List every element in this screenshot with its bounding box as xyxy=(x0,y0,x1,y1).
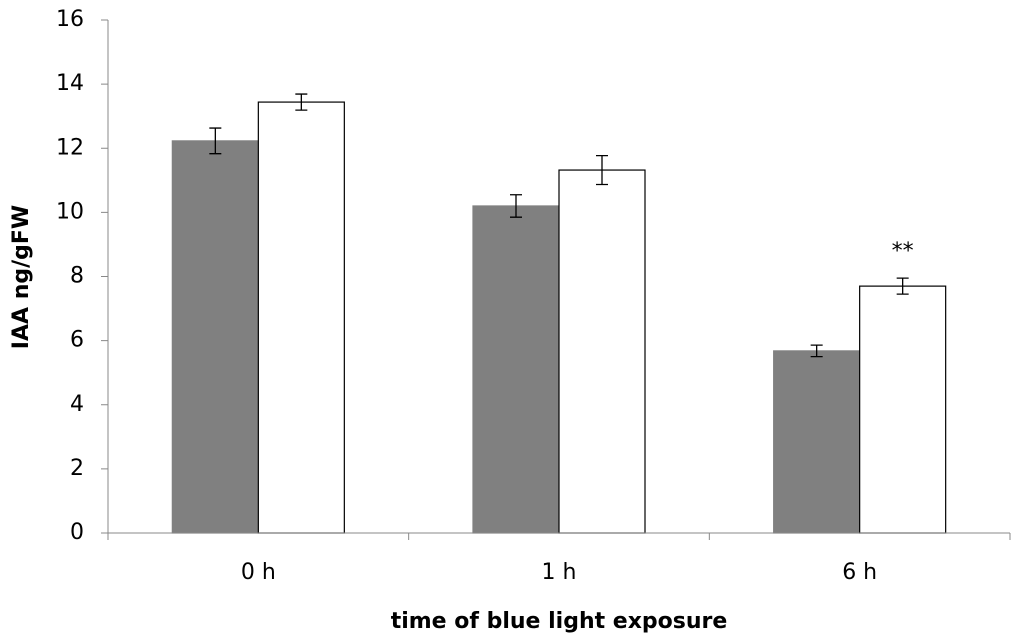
bar xyxy=(257,101,345,534)
bar xyxy=(558,169,646,534)
x-axis-title: time of blue light exposure xyxy=(391,609,728,634)
y-tick-label: 6 xyxy=(70,328,84,353)
x-tick-label: 0 h xyxy=(241,560,276,585)
error-bar xyxy=(896,277,909,295)
y-tick-label: 10 xyxy=(56,199,84,224)
x-tick-label: 6 h xyxy=(842,560,877,585)
error-bar xyxy=(810,344,823,358)
y-tick-label: 8 xyxy=(70,264,84,289)
y-axis-title: IAA ng/gFW xyxy=(9,205,34,349)
error-bar xyxy=(209,127,222,155)
error-bar xyxy=(295,93,308,111)
x-tick-label: 1 h xyxy=(542,560,577,585)
error-bar xyxy=(596,154,608,186)
y-tick-label: 0 xyxy=(70,520,84,545)
bar xyxy=(773,350,861,534)
y-tick-label: 12 xyxy=(56,135,84,160)
y-tick-label: 4 xyxy=(70,392,84,417)
annotation: ** xyxy=(892,239,914,264)
y-tick-label: 16 xyxy=(56,7,84,32)
bar xyxy=(171,140,259,534)
y-tick-label: 2 xyxy=(70,456,84,481)
y-tick-label: 14 xyxy=(56,71,84,96)
bar xyxy=(859,285,947,534)
bar xyxy=(472,205,560,534)
error-bar xyxy=(510,194,522,218)
